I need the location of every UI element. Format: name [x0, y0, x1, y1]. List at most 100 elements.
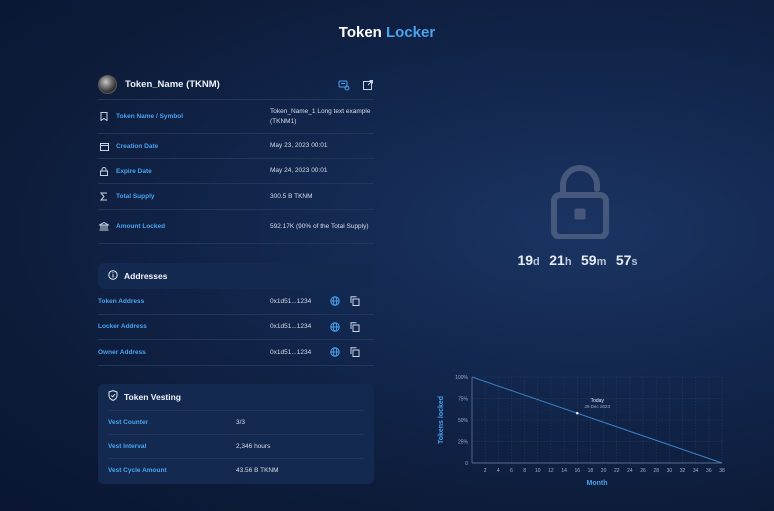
countdown-hours-unit: h	[564, 256, 572, 268]
countdown-seconds-unit: s	[631, 256, 638, 268]
countdown-seconds: 57	[615, 252, 632, 268]
token-header: Token_Name (TKNM)	[98, 70, 374, 100]
x-tick-label: 26	[640, 468, 646, 474]
info-icon	[108, 267, 118, 285]
vesting-label: Vest Interval	[108, 442, 147, 450]
addresses-header: Addresses	[98, 263, 374, 289]
token-name: Token_Name (TKNM)	[125, 79, 220, 90]
countdown-days: 19	[517, 252, 534, 268]
x-axis-label: Month	[587, 480, 608, 487]
today-date: 29 Dec 2023	[584, 404, 610, 409]
x-tick-label: 10	[535, 468, 541, 474]
x-tick-label: 2	[484, 468, 487, 474]
vesting-row: Vest Cycle Amount 43.56 B TKNM	[108, 457, 364, 482]
y-tick-label: 0	[465, 461, 468, 467]
vesting-label: Vest Cycle Amount	[108, 466, 167, 474]
x-tick-label: 16	[574, 468, 580, 474]
info-label: Token Name / Symbol	[116, 113, 184, 120]
today-marker	[575, 411, 579, 415]
x-tick-label: 32	[680, 468, 686, 474]
bookmark-icon	[98, 112, 110, 121]
token-details-panel: Token_Name (TKNM) Token Name / Symbol To…	[98, 70, 374, 484]
y-tick-label: 50%	[458, 418, 469, 424]
address-row: Owner Address 0x1d51...1234	[98, 340, 374, 366]
series-line	[471, 376, 723, 464]
copy-icon[interactable]	[350, 347, 360, 358]
lock-icon	[98, 166, 110, 176]
calendar-icon	[98, 142, 110, 151]
countdown-days-unit: d	[533, 256, 540, 268]
x-tick-label: 8	[523, 468, 526, 474]
info-row-creation: Creation Date May 23, 2023 00:01	[98, 134, 374, 159]
address-value: 0x1d51...1234	[270, 348, 312, 356]
vesting-header: Token Vesting	[108, 384, 364, 410]
info-label: Creation Date	[116, 142, 159, 150]
x-tick-label: 30	[667, 468, 673, 474]
vesting-title: Token Vesting	[124, 391, 181, 402]
vesting-row: Vest Interval 2,346 hours	[108, 433, 364, 458]
y-tick-label: 75%	[458, 397, 469, 403]
address-row: Token Address 0x1d51...1234	[98, 289, 374, 315]
vesting-row: Vest Counter 3/3	[108, 409, 364, 434]
vesting-value: 3/3	[236, 418, 246, 426]
vesting-value: 43.56 B TKNM	[236, 466, 279, 474]
shield-icon	[108, 388, 118, 406]
globe-icon[interactable]	[330, 296, 340, 306]
vesting-chart: 0 25% 50% 75% 100% 2 4 6 8 10 12 14 16 18 20 22 24 26 28 30…	[432, 368, 732, 492]
copy-icon[interactable]	[350, 322, 360, 332]
info-value: 300.5 B TKNM	[270, 192, 313, 200]
address-label: Token Address	[98, 297, 145, 305]
vesting-label: Vest Counter	[108, 418, 149, 426]
globe-icon[interactable]	[330, 347, 340, 357]
x-tick-label: 28	[653, 468, 659, 474]
info-row-name: Token Name / Symbol Token_Name_1 Long te…	[98, 100, 374, 134]
x-tick-label: 14	[561, 468, 567, 474]
view-icon[interactable]	[338, 79, 350, 91]
countdown: 19d 21h 59m 57s	[480, 252, 680, 270]
info-label: Amount Locked	[116, 223, 166, 230]
x-tick-label: 12	[548, 468, 554, 474]
today-label: Today	[591, 398, 605, 404]
title-main: Token	[338, 24, 382, 41]
address-label: Locker Address	[98, 323, 147, 331]
token-vesting-card: Token Vesting Vest Counter 3/3 Vest Inte…	[98, 383, 374, 484]
address-value: 0x1d51...1234	[270, 323, 312, 331]
vesting-value: 2,346 hours	[236, 442, 271, 450]
info-value: 592.17K (90% of the Total Supply)	[270, 222, 369, 230]
info-label: Total Supply	[116, 193, 155, 200]
y-tick-label: 25%	[458, 440, 469, 446]
x-tick-label: 6	[510, 468, 513, 474]
x-tick-label: 22	[614, 468, 620, 474]
info-label: Expire Date	[116, 167, 152, 175]
countdown-minutes-unit: m	[596, 256, 607, 268]
vesting-chart-svg: 025%50%75%100%2 4 6 8 10 12 14 16 18 20 22 24 26 28 30…	[438, 375, 725, 487]
x-tick-label: 38	[719, 468, 725, 474]
unlock-icon	[551, 165, 609, 240]
bank-icon	[98, 222, 110, 231]
address-label: Owner Address	[98, 348, 146, 356]
x-tick-label: 36	[706, 468, 712, 474]
x-tick-label: 20	[601, 468, 607, 474]
sigma-icon	[98, 192, 110, 201]
y-axis-label: Tokens locked	[438, 396, 445, 444]
title-accent: Locker	[386, 24, 436, 41]
info-value: Token_Name_1 Long text example (TKNM1)	[270, 108, 371, 125]
x-tick-label: 4	[497, 468, 500, 474]
countdown-minutes: 59	[581, 252, 597, 268]
info-value: May 23, 2023 00:01	[270, 142, 328, 150]
info-row-supply: Total Supply 300.5 B TKNM	[98, 184, 374, 210]
info-row-expire: Expire Date May 24, 2023 00:01	[98, 159, 374, 184]
address-value: 0x1d51...1234	[270, 297, 312, 305]
countdown-hours: 21	[549, 252, 565, 268]
avatar	[98, 75, 117, 94]
external-link-icon[interactable]	[362, 79, 374, 91]
x-tick-label: 24	[627, 468, 633, 474]
copy-icon[interactable]	[350, 296, 360, 307]
x-tick-label: 34	[693, 468, 699, 474]
info-row-locked: Amount Locked 592.17K (90% of the Total …	[98, 210, 374, 244]
address-row: Locker Address 0x1d51...1234	[98, 315, 374, 340]
y-tick-label: 100%	[455, 375, 468, 381]
info-value: May 24, 2023 00:01	[270, 167, 328, 175]
globe-icon[interactable]	[330, 322, 340, 332]
addresses-title: Addresses	[124, 271, 168, 281]
